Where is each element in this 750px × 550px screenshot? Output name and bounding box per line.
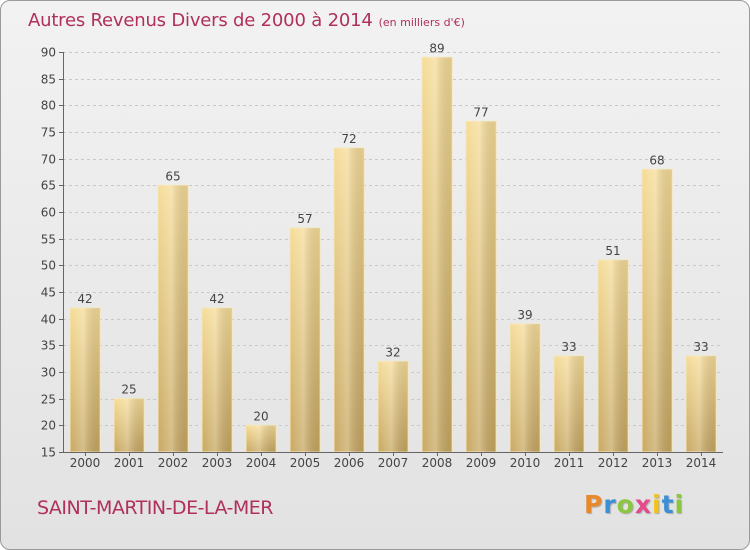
brand-letter: P (584, 490, 604, 519)
x-tick-label: 2006 (334, 456, 365, 470)
bar-value-label: 65 (165, 169, 180, 183)
bar-shine (290, 228, 320, 452)
y-tick-label: 80 (41, 99, 56, 113)
bar-value-label: 25 (121, 383, 136, 397)
brand-letter: x (634, 490, 652, 519)
bar-shine (202, 308, 232, 452)
bar-shine (642, 169, 672, 453)
y-tick-label: 30 (41, 366, 56, 380)
x-tick-label: 2000 (70, 456, 101, 470)
y-axis: 15 20 25 30 35 40 45 50 55 60 65 70 75 80 85 90 (41, 46, 64, 460)
bar-value-label: 77 (473, 105, 488, 119)
bar-shine (686, 356, 716, 452)
x-tick-label: 2002 (158, 456, 189, 470)
city-name: SAINT-MARTIN-DE-LA-MER (37, 497, 273, 519)
bar-shine (378, 361, 408, 452)
y-tick-label: 15 (41, 446, 56, 460)
brand-letter: t (661, 490, 675, 519)
bar-shine (114, 398, 144, 452)
brand-letter: i (652, 490, 662, 519)
x-tick-label: 2003 (202, 456, 233, 470)
chart-title-text: Autres Revenus Divers de 2000 à 2014 (28, 10, 373, 31)
y-tick-label: 40 (41, 313, 56, 327)
x-tick-label: 2007 (378, 456, 409, 470)
bars: 42 25 65 42 20 57 72 32 89 77 39 33 51 68 33 (69, 41, 717, 453)
bar-value-label: 32 (385, 345, 400, 359)
y-tick-label: 65 (41, 179, 56, 193)
bar-value-label: 51 (605, 244, 620, 258)
y-tick-label: 25 (41, 393, 56, 407)
bar-shine (334, 148, 364, 452)
bar-shine (70, 308, 100, 452)
bar-value-label: 57 (297, 212, 312, 226)
bar-shine (466, 121, 496, 452)
bar-value-label: 39 (517, 308, 532, 322)
y-tick-label: 20 (41, 419, 56, 433)
brand-letter: i (674, 490, 685, 519)
x-tick-label: 2012 (598, 456, 629, 470)
x-tick-label: 2013 (642, 456, 673, 470)
bar-value-label: 72 (341, 132, 356, 146)
x-tick-label: 2010 (510, 456, 541, 470)
y-tick-label: 45 (41, 286, 56, 300)
y-tick-label: 90 (41, 46, 56, 60)
x-tick-label: 2011 (554, 456, 585, 470)
y-tick-label: 60 (41, 206, 56, 220)
brand-letter: r (603, 490, 617, 519)
bar-value-label: 33 (693, 340, 708, 354)
y-tick-label: 55 (41, 233, 56, 247)
brand-letter: o (616, 490, 635, 519)
bar-shine (554, 356, 584, 452)
x-tick-label: 2005 (290, 456, 321, 470)
bar-value-label: 42 (209, 292, 224, 306)
x-tick-label: 2001 (114, 456, 145, 470)
bar-value-label: 33 (561, 340, 576, 354)
bar-value-label: 20 (253, 409, 268, 423)
chart-unit: (en milliers d'€) (378, 16, 465, 29)
bar-shine (598, 260, 628, 452)
y-tick-label: 50 (41, 259, 56, 273)
bar-shine (422, 57, 452, 452)
y-tick-label: 35 (41, 339, 56, 353)
bar-shine (510, 324, 540, 452)
bar-value-label: 89 (429, 41, 444, 55)
brand-logo: Proxiti (584, 490, 684, 519)
x-tick-label: 2004 (246, 456, 277, 470)
x-tick-label: 2008 (422, 456, 453, 470)
y-tick-label: 70 (41, 153, 56, 167)
x-tick-label: 2014 (686, 456, 717, 470)
x-axis: 2000 2001 2002 2003 2004 2005 2006 2007 2008 2009… (63, 452, 723, 470)
y-tick-label: 75 (41, 126, 56, 140)
y-tick-label: 85 (41, 73, 56, 87)
bar-value-label: 42 (77, 292, 92, 306)
bar-shine (158, 185, 188, 453)
chart-title: Autres Revenus Divers de 2000 à 2014 (en … (28, 10, 465, 31)
bar-value-label: 68 (649, 153, 664, 167)
bar-shine (246, 425, 276, 452)
x-tick-label: 2009 (466, 456, 497, 470)
